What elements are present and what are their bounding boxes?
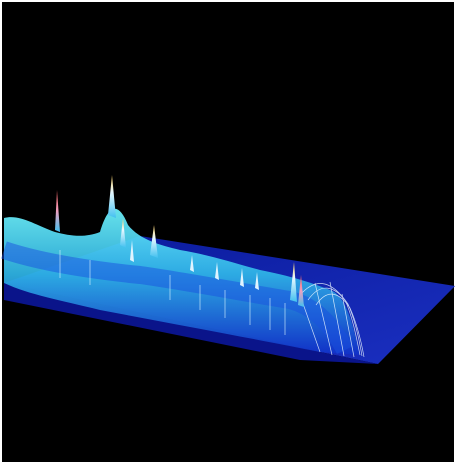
ridge-shade <box>1 241 354 355</box>
spikes <box>55 175 304 307</box>
streaks <box>59 250 286 335</box>
